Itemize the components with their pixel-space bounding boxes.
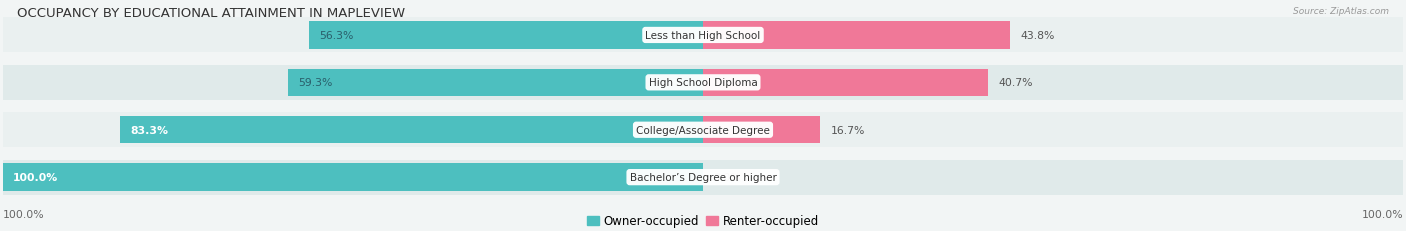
Text: 100.0%: 100.0% [1361,210,1403,219]
Bar [3,160,1403,195]
Legend: Owner-occupied, Renter-occupied: Owner-occupied, Renter-occupied [582,210,824,231]
Text: 100.0%: 100.0% [3,210,45,219]
Bar [288,69,703,97]
Text: Source: ZipAtlas.com: Source: ZipAtlas.com [1294,7,1389,16]
Text: 100.0%: 100.0% [13,172,59,182]
Bar [3,164,703,191]
Text: 56.3%: 56.3% [319,31,354,41]
Bar [703,69,988,97]
Text: 40.7%: 40.7% [998,78,1033,88]
Text: 16.7%: 16.7% [831,125,865,135]
Text: 83.3%: 83.3% [131,125,169,135]
Bar [3,18,1403,53]
Text: 43.8%: 43.8% [1021,31,1054,41]
Bar [309,22,703,49]
Text: OCCUPANCY BY EDUCATIONAL ATTAINMENT IN MAPLEVIEW: OCCUPANCY BY EDUCATIONAL ATTAINMENT IN M… [17,7,405,20]
Text: 59.3%: 59.3% [298,78,333,88]
Bar [703,22,1010,49]
Text: College/Associate Degree: College/Associate Degree [636,125,770,135]
Text: Less than High School: Less than High School [645,31,761,41]
Text: High School Diploma: High School Diploma [648,78,758,88]
Bar [703,116,820,144]
Text: 0.0%: 0.0% [713,172,741,182]
Bar [3,113,1403,148]
Bar [3,66,1403,100]
Text: Bachelor’s Degree or higher: Bachelor’s Degree or higher [630,172,776,182]
Bar [120,116,703,144]
